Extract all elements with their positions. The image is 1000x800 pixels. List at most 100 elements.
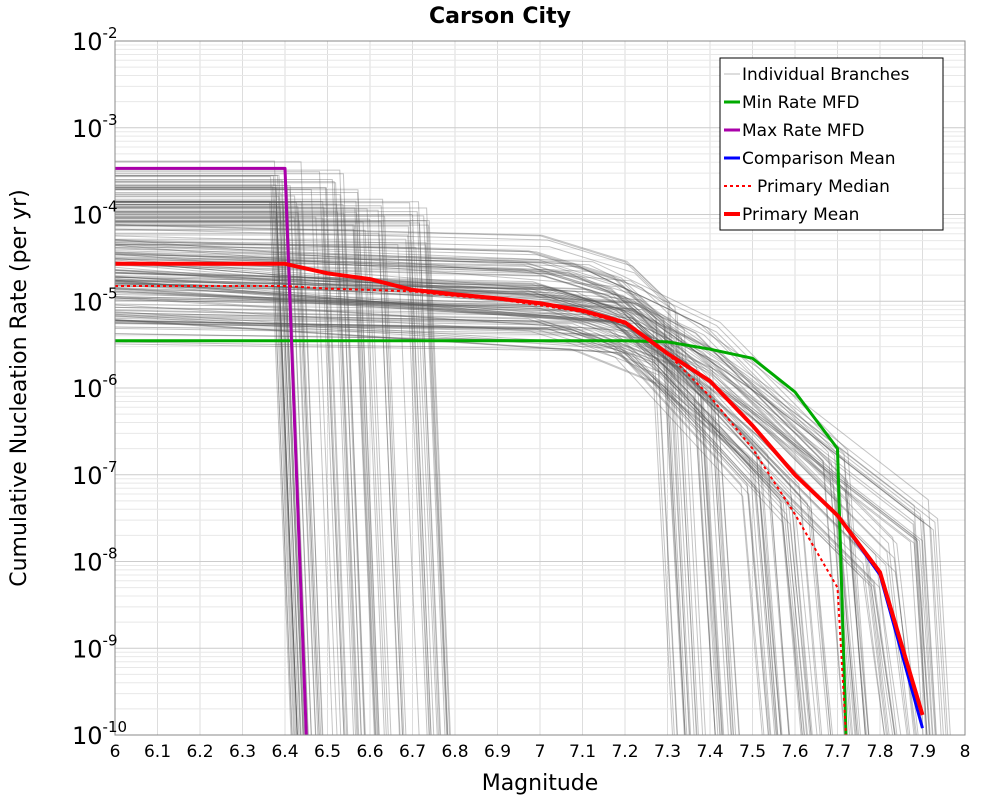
branch-line	[114, 254, 735, 736]
branch-line	[114, 257, 951, 736]
branch-line	[115, 220, 449, 736]
legend-label: Individual Branches	[742, 65, 910, 85]
branch-line	[115, 160, 297, 736]
x-tick-label: 7.2	[611, 742, 638, 762]
branch-line	[115, 220, 432, 736]
x-tick-label: 6.2	[186, 742, 213, 762]
branch-line	[115, 198, 405, 736]
branch-line	[115, 189, 380, 736]
legend: Individual Branches Min Rate MFD Max Rate …	[719, 57, 944, 231]
branch-line	[115, 214, 435, 736]
y-tick-label: 10-6	[72, 371, 118, 403]
branch-line	[115, 244, 448, 736]
branch-line	[114, 343, 812, 736]
x-tick-label: 7	[535, 742, 546, 762]
branch-line	[114, 303, 821, 736]
legend-label: Min Rate MFD	[742, 93, 860, 113]
branch-line	[114, 282, 723, 736]
branch-line	[115, 187, 298, 736]
branch-line	[115, 204, 298, 736]
branch-line	[114, 323, 803, 736]
branch-line	[115, 187, 349, 736]
branch-line	[115, 161, 323, 736]
x-tick-label: 6.8	[441, 742, 468, 762]
branch-line	[114, 280, 790, 736]
x-tick-label: 7.9	[909, 742, 936, 762]
x-tick-label: 7.7	[824, 742, 851, 762]
branch-line	[114, 261, 928, 736]
branch-line	[114, 269, 915, 736]
branch-line	[114, 313, 896, 736]
branch-line	[114, 296, 791, 736]
branch-line	[114, 282, 928, 736]
branch-line	[114, 291, 869, 736]
branch-line	[114, 258, 704, 736]
branch-line	[114, 317, 802, 736]
legend-label: Max Rate MFD	[742, 121, 864, 141]
branch-line	[115, 206, 320, 736]
branch-line	[114, 263, 927, 736]
branch-line	[114, 256, 716, 736]
y-tick-labels: 10-2 10-3 10-4 10-5 10-6 10-7 10-8 10-9 10-10	[72, 24, 127, 750]
branch-line	[115, 234, 430, 736]
branch-line	[115, 238, 428, 736]
branch-line	[114, 319, 902, 736]
branch-line	[114, 290, 860, 736]
branch-line	[114, 254, 854, 736]
branch-line	[115, 201, 345, 736]
branch-line	[115, 204, 365, 736]
branch-line	[115, 175, 296, 736]
branch-line	[114, 311, 885, 736]
branch-line	[114, 252, 846, 736]
branch-line	[115, 209, 400, 736]
x-tick-label: 6.5	[314, 742, 341, 762]
branch-line	[115, 175, 300, 736]
branch-line	[115, 179, 304, 736]
y-tick-label: 10-4	[72, 198, 118, 230]
branch-line	[115, 171, 342, 736]
individual-branches	[114, 160, 951, 736]
branch-line	[114, 239, 678, 736]
branch-line	[115, 189, 334, 736]
branch-line	[115, 202, 432, 736]
branch-line	[114, 250, 706, 736]
branch-line	[114, 287, 898, 736]
branch-line	[114, 272, 725, 736]
branch-line	[114, 288, 890, 736]
branch-line	[114, 252, 845, 736]
branch-line	[114, 258, 673, 736]
branch-line	[115, 200, 378, 736]
branch-line	[114, 276, 778, 736]
branch-line	[115, 201, 319, 736]
branch-line	[114, 321, 806, 736]
branch-line	[115, 169, 362, 736]
branch-line	[114, 228, 697, 736]
branch-line	[115, 206, 302, 736]
series-line-min-rate-mfd	[115, 339, 848, 736]
series-line-max-rate-mfd	[115, 166, 308, 736]
branch-line	[114, 277, 930, 736]
branch-line	[115, 242, 448, 736]
x-tick-label: 7.1	[569, 742, 596, 762]
y-tick-label: 10-3	[72, 111, 118, 143]
branch-line	[115, 224, 375, 736]
branch-line	[114, 280, 933, 736]
branch-line	[114, 224, 690, 736]
branch-line	[114, 279, 936, 736]
branch-line	[115, 181, 356, 736]
grid	[114, 41, 966, 736]
branch-line	[114, 281, 867, 736]
legend-label: Comparison Mean	[742, 149, 896, 169]
branch-line	[115, 211, 439, 736]
branch-line	[114, 316, 808, 736]
branch-line	[114, 223, 692, 736]
legend-label: Primary Mean	[742, 205, 859, 225]
branch-line	[114, 297, 777, 736]
legend-box	[719, 57, 944, 231]
branch-line	[115, 201, 305, 736]
branch-line	[114, 265, 695, 736]
branch-line	[114, 299, 776, 736]
branch-line	[114, 333, 808, 736]
branch-line	[115, 187, 348, 736]
